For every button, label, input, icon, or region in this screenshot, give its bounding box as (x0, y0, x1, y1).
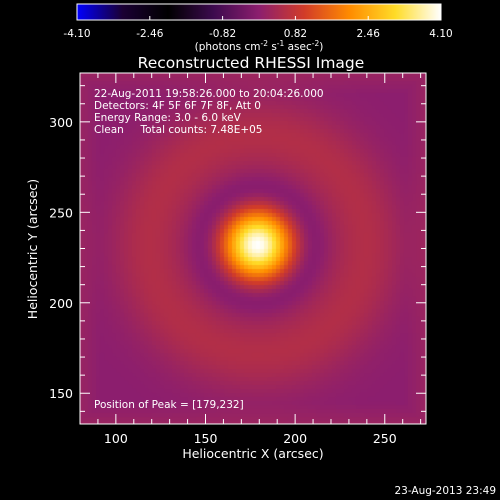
x-tick-label: 200 (283, 431, 307, 446)
y-tick-label: 150 (49, 386, 73, 401)
annotation-peak-position: Position of Peak = [179,232] (94, 399, 244, 411)
y-tick-label: 300 (49, 115, 73, 130)
annotation-time-range: 22-Aug-2011 19:58:26.000 to 20:04:26.000 (94, 88, 324, 100)
heatmap-image (80, 73, 426, 424)
y-tick-label: 200 (49, 296, 73, 311)
colorbar-tick-label: -4.10 (63, 28, 90, 40)
x-tick-label: 150 (194, 431, 218, 446)
y-axis-label: Heliocentric Y (arcsec) (25, 179, 40, 319)
x-tick-label: 250 (373, 431, 397, 446)
colorbar-unit-label: (photons cm-2 s-1 asec-2) (195, 39, 324, 53)
image-area (80, 73, 426, 424)
colorbar-tick-label: -0.82 (209, 28, 236, 40)
chart-title: Reconstructed RHESSI Image (138, 54, 365, 72)
colorbar-tick-label: -2.46 (136, 28, 163, 40)
footer-timestamp: 23-Aug-2013 23:49 (394, 485, 496, 497)
colorbar-tick-label: 0.82 (284, 28, 307, 40)
colorbar-tick-label: 2.46 (357, 28, 381, 40)
x-axis-label: Heliocentric X (arcsec) (182, 446, 323, 461)
x-tick-label: 100 (104, 431, 128, 446)
annotation-detectors: Detectors: 4F 5F 6F 7F 8F, Att 0 (94, 100, 261, 112)
colorbar (76, 3, 442, 21)
axis-ticks: 100 150 200 250 150 200 250 300 (49, 73, 426, 446)
annotation-clean: Clean Total counts: 7.48E+05 (94, 124, 263, 136)
colorbar-ticks: -4.10 -2.46 -0.82 0.82 2.46 4.10 (63, 16, 453, 40)
colorbar-tick-label: 4.10 (429, 28, 452, 40)
annotation-energy: Energy Range: 3.0 - 6.0 keV (94, 112, 242, 124)
y-tick-label: 250 (49, 205, 73, 220)
